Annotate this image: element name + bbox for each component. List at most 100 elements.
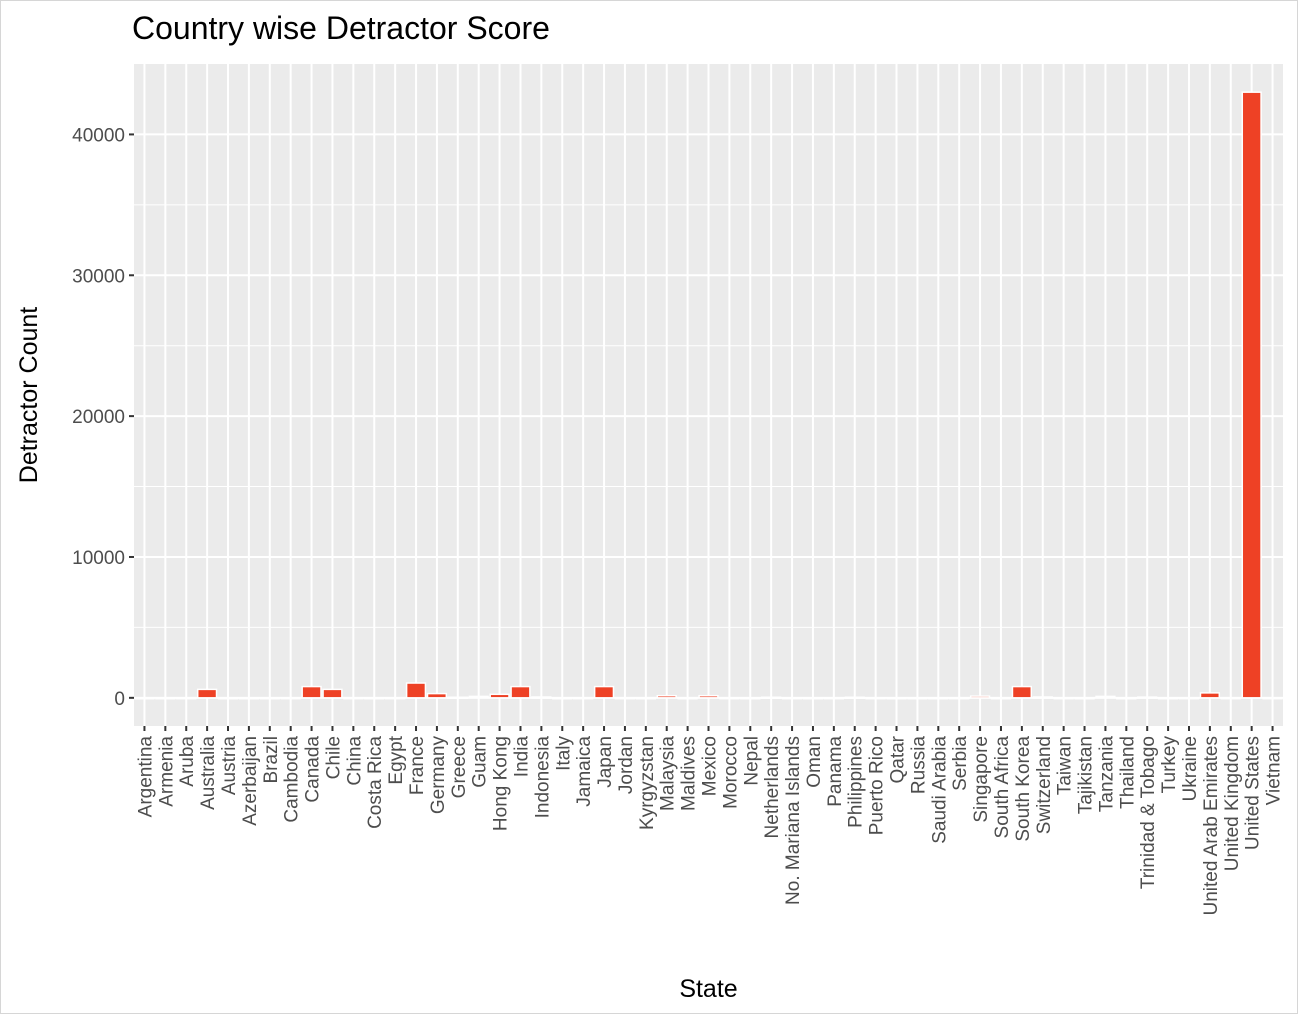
bar-taiwan (1053, 696, 1074, 700)
x-tick-label: Maldives (679, 736, 700, 811)
bar-austria (217, 697, 239, 700)
x-tick-label: Singapore (971, 736, 992, 823)
bar-germany (426, 692, 448, 699)
y-tick-label: 30000 (72, 266, 125, 287)
x-tick-label: Saudi Arabia (929, 736, 950, 844)
bar-thailand (1116, 697, 1137, 700)
bar-netherlands (761, 696, 782, 700)
x-tick-label: Armenia (156, 736, 177, 807)
x-tick-label: Aruba (177, 736, 198, 787)
x-tick-label: United States (1243, 736, 1264, 850)
x-tick-label: Turkey (1159, 736, 1180, 794)
x-tick-label: Greece (449, 736, 470, 798)
bar-trinidad-tobago (1137, 696, 1158, 699)
y-tick-label: 20000 (72, 407, 125, 428)
bar-south-africa (990, 697, 1012, 700)
bar-kyrgyzstan (635, 697, 656, 700)
x-axis-title: State (679, 975, 737, 1003)
x-tick-label: Japan (595, 736, 616, 788)
bar-tajikistan (1074, 697, 1095, 700)
bar-united-states (1241, 91, 1262, 699)
x-tick-label: Panama (825, 736, 846, 807)
x-tick-label: Canada (303, 736, 324, 803)
bar-brazil (259, 697, 280, 700)
x-tick-label: Brazil (261, 736, 282, 784)
x-tick-label: Jamaica (574, 736, 595, 807)
bar-puerto-rico (865, 696, 886, 700)
x-tick-label: Indonesia (532, 736, 553, 819)
bar-italy (552, 697, 573, 700)
y-tick-label: 10000 (72, 548, 125, 569)
x-tick-label: Cambodia (282, 736, 303, 823)
bar-azerbaijan (238, 697, 260, 700)
x-tick-label: Vietnam (1264, 736, 1285, 805)
x-tick-label: Thailand (1117, 736, 1138, 809)
y-tick-label: 40000 (72, 125, 125, 146)
x-tick-label: Nepal (741, 736, 762, 786)
x-tick-label: United Arab Emirates (1201, 736, 1222, 916)
x-tick-label: Switzerland (1034, 736, 1055, 834)
x-tick-label: Serbia (950, 736, 971, 791)
x-tick-label: Morocco (720, 736, 741, 809)
x-tick-label: Netherlands (762, 736, 783, 838)
bar-saudi-arabia (928, 697, 949, 700)
x-tick-label: Argentina (135, 736, 156, 818)
x-tick-label: South Korea (1013, 736, 1034, 842)
x-tick-label: Ukraine (1180, 736, 1201, 801)
bar-chile (322, 688, 343, 699)
x-tick-label: Guam (470, 736, 491, 788)
bar-panama (823, 696, 844, 700)
bar-tanzania (1095, 695, 1116, 699)
bar-egypt (384, 696, 406, 700)
x-tick-label: Tanzania (1096, 736, 1117, 812)
x-tick-label: No. Mariana Islands (783, 736, 804, 905)
y-axis-title: Detractor Count (15, 307, 43, 484)
x-tick-label: Italy (553, 736, 574, 771)
x-tick-label: Taiwan (1055, 736, 1076, 795)
bar-vietnam (1262, 696, 1283, 700)
bar-no-mariana-islands (781, 696, 803, 700)
x-tick-label: Puerto Rico (867, 736, 888, 835)
bar-morocco (719, 696, 740, 700)
bar-aruba (176, 696, 197, 700)
x-tick-label: Chile (323, 736, 344, 779)
x-tick-label: United Kingdom (1222, 736, 1243, 871)
x-tick-label: Jordan (616, 736, 637, 794)
x-tick-label: Kyrgyzstan (637, 736, 658, 830)
x-tick-label: Trinidad & Tobago (1138, 736, 1159, 889)
bar-cambodia (280, 696, 301, 700)
bar-argentina (134, 697, 155, 700)
x-tick-label: Australia (198, 736, 219, 810)
x-tick-label: South Africa (992, 736, 1013, 839)
bar-nepal (740, 697, 761, 700)
bar-jordan (614, 696, 636, 700)
bar-russia (907, 697, 928, 700)
bar-jamaica (573, 696, 594, 700)
bar-india (510, 685, 531, 699)
bar-singapore (969, 695, 991, 699)
bar-australia (196, 688, 218, 699)
x-tick-label: Mexico (700, 736, 721, 796)
chart-title: Country wise Detractor Score (132, 10, 550, 46)
bar-south-korea (1011, 685, 1033, 699)
bar-united-kingdom (1220, 696, 1241, 700)
x-tick-label: Russia (908, 736, 929, 795)
bar-guam (468, 695, 489, 699)
bar-oman (802, 697, 824, 700)
bar-ukraine (1178, 696, 1200, 700)
bar-serbia (949, 696, 970, 700)
bar-costa-rica (364, 697, 385, 700)
bar-japan (593, 685, 615, 699)
x-tick-label: Tajikistan (1076, 736, 1097, 814)
x-tick-label: Philippines (846, 736, 867, 828)
x-tick-label: China (344, 736, 365, 786)
x-tick-label: Malaysia (658, 736, 679, 811)
x-tick-label: Qatar (888, 735, 909, 783)
bar-armenia (155, 697, 176, 700)
x-tick-label: Costa Rica (365, 736, 386, 829)
bar-philippines (844, 696, 865, 700)
bar-qatar (886, 697, 907, 700)
x-tick-label: Hong Kong (491, 736, 512, 831)
bar-indonesia (531, 696, 552, 699)
x-tick-label: Egypt (386, 735, 407, 784)
